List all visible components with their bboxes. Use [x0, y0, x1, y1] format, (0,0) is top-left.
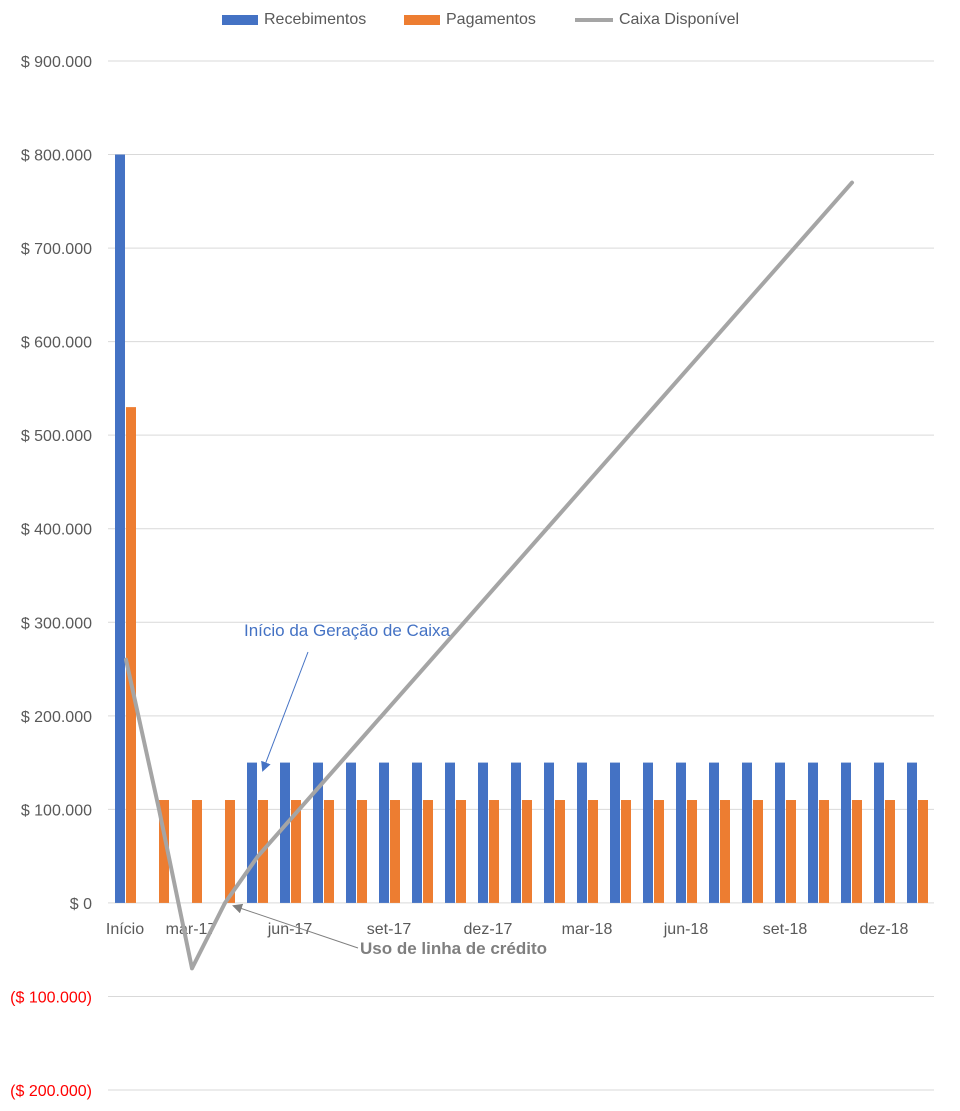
bar-pagamentos	[588, 800, 598, 903]
legend-item-recebimentos: Recebimentos	[222, 8, 366, 32]
y-tick-label: $ 0	[70, 896, 92, 913]
annotation-arrows	[232, 651, 359, 949]
bar-pagamentos	[291, 800, 301, 903]
bar-recebimentos	[577, 762, 587, 903]
legend-item-caixa-disponivel: Caixa Disponível	[575, 8, 739, 32]
bar-recebimentos	[379, 762, 389, 903]
bar-pagamentos	[654, 800, 664, 903]
bar-recebimentos	[412, 762, 422, 903]
bar-recebimentos	[544, 762, 554, 903]
bar-pagamentos	[885, 800, 895, 903]
x-axis-labels: Início mar-17 jun-17 set-17 dez-17 mar-18 jun-…	[106, 921, 909, 938]
bar-pagamentos	[423, 800, 433, 903]
bar-pagamentos	[522, 800, 532, 903]
legend-label-caixa-disponivel: Caixa Disponível	[619, 11, 740, 28]
line-series	[124, 180, 854, 971]
bar-recebimentos	[709, 762, 719, 903]
bar-pagamentos	[687, 800, 697, 903]
bar-pagamentos	[324, 800, 334, 903]
legend: Recebimentos Pagamentos Caixa Disponível	[0, 8, 960, 32]
arrow-cash-generation	[261, 651, 309, 772]
bar-pagamentos	[192, 800, 202, 903]
bar-recebimentos	[115, 154, 125, 903]
arrow-credit-line	[232, 903, 359, 949]
x-tick-label: set-18	[763, 921, 808, 938]
y-tick-label: $ 800.000	[21, 148, 92, 165]
y-tick-label: $ 900.000	[21, 54, 92, 71]
y-tick-label: ($ 100.000)	[10, 989, 92, 1006]
bar-recebimentos	[280, 762, 290, 903]
bar-recebimentos	[841, 762, 851, 903]
bar-recebimentos	[346, 762, 356, 903]
y-tick-label: $ 300.000	[21, 615, 92, 632]
bar-recebimentos	[874, 762, 884, 903]
legend-swatch-pagamentos	[404, 15, 440, 25]
bar-pagamentos	[918, 800, 928, 903]
x-tick-label: Início	[106, 921, 144, 938]
y-tick-label: $ 400.000	[21, 522, 92, 539]
legend-swatch-caixa-disponivel	[575, 18, 613, 22]
bar-pagamentos	[225, 800, 235, 903]
bar-pagamentos	[852, 800, 862, 903]
y-axis-labels: $ 900.000 $ 800.000 $ 700.000 $ 600.000 $ 50…	[10, 54, 92, 1100]
bar-recebimentos	[775, 762, 785, 903]
x-tick-label: dez-18	[860, 921, 909, 938]
y-tick-label: $ 200.000	[21, 709, 92, 726]
bar-pagamentos	[555, 800, 565, 903]
bar-recebimentos	[742, 762, 752, 903]
legend-item-pagamentos: Pagamentos	[404, 8, 536, 32]
x-tick-label: jun-17	[267, 921, 313, 938]
bar-pagamentos	[159, 800, 169, 903]
annotation-cash-generation-start: Início da Geração de Caixa	[244, 621, 451, 640]
legend-label-pagamentos: Pagamentos	[446, 11, 536, 28]
bar-recebimentos	[511, 762, 521, 903]
bar-pagamentos	[126, 407, 136, 903]
y-tick-label: $ 600.000	[21, 335, 92, 352]
bar-pagamentos	[786, 800, 796, 903]
x-tick-label: set-17	[367, 921, 412, 938]
x-tick-label: mar-17	[166, 921, 217, 938]
x-tick-label: dez-17	[464, 921, 513, 938]
y-tick-label: $ 100.000	[21, 802, 92, 819]
y-tick-label: $ 500.000	[21, 428, 92, 445]
bar-recebimentos	[313, 762, 323, 903]
gridlines	[108, 60, 934, 1091]
annotation-credit-line-use: Uso de linha de crédito	[360, 939, 548, 958]
legend-label-recebimentos: Recebimentos	[264, 11, 367, 28]
bar-pagamentos	[621, 800, 631, 903]
legend-swatch-recebimentos	[222, 15, 258, 25]
x-tick-label: jun-18	[663, 921, 709, 938]
bar-recebimentos	[676, 762, 686, 903]
bar-pagamentos	[819, 800, 829, 903]
bar-recebimentos	[808, 762, 818, 903]
line-caixa-disponivel	[124, 180, 854, 971]
bar-pagamentos	[390, 800, 400, 903]
bar-pagamentos	[456, 800, 466, 903]
bar-recebimentos	[478, 762, 488, 903]
bar-recebimentos	[445, 762, 455, 903]
bar-pagamentos	[753, 800, 763, 903]
bar-recebimentos	[247, 762, 257, 903]
bar-recebimentos	[610, 762, 620, 903]
bar-recebimentos	[907, 762, 917, 903]
bar-pagamentos	[357, 800, 367, 903]
x-tick-label: mar-18	[562, 921, 613, 938]
bar-pagamentos	[720, 800, 730, 903]
bar-recebimentos	[643, 762, 653, 903]
y-tick-label: ($ 200.000)	[10, 1083, 92, 1100]
y-tick-label: $ 700.000	[21, 241, 92, 258]
bar-pagamentos	[489, 800, 499, 903]
